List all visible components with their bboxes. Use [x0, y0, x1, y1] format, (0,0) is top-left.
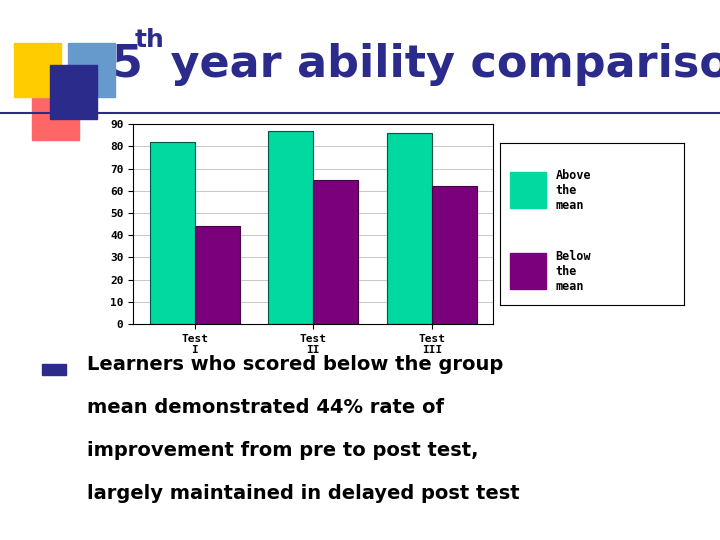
Bar	[432, 186, 477, 324]
Bar	[42, 364, 66, 375]
Bar	[510, 172, 546, 208]
Text: Above
the
mean: Above the mean	[556, 168, 591, 212]
Bar	[387, 133, 432, 324]
Text: Learners who scored below the group: Learners who scored below the group	[87, 355, 503, 374]
Bar	[194, 226, 240, 324]
Bar	[313, 180, 359, 324]
Text: th: th	[135, 28, 164, 52]
Text: mean demonstrated 44% rate of: mean demonstrated 44% rate of	[87, 398, 444, 417]
Bar	[150, 142, 194, 324]
Bar	[268, 131, 313, 324]
Text: Below
the
mean: Below the mean	[556, 249, 591, 293]
Text: improvement from pre to post test,: improvement from pre to post test,	[87, 441, 479, 460]
Text: year ability comparison: year ability comparison	[155, 43, 720, 86]
Text: largely maintained in delayed post test: largely maintained in delayed post test	[87, 484, 520, 503]
Text: 5: 5	[112, 43, 143, 86]
Bar	[510, 253, 546, 289]
